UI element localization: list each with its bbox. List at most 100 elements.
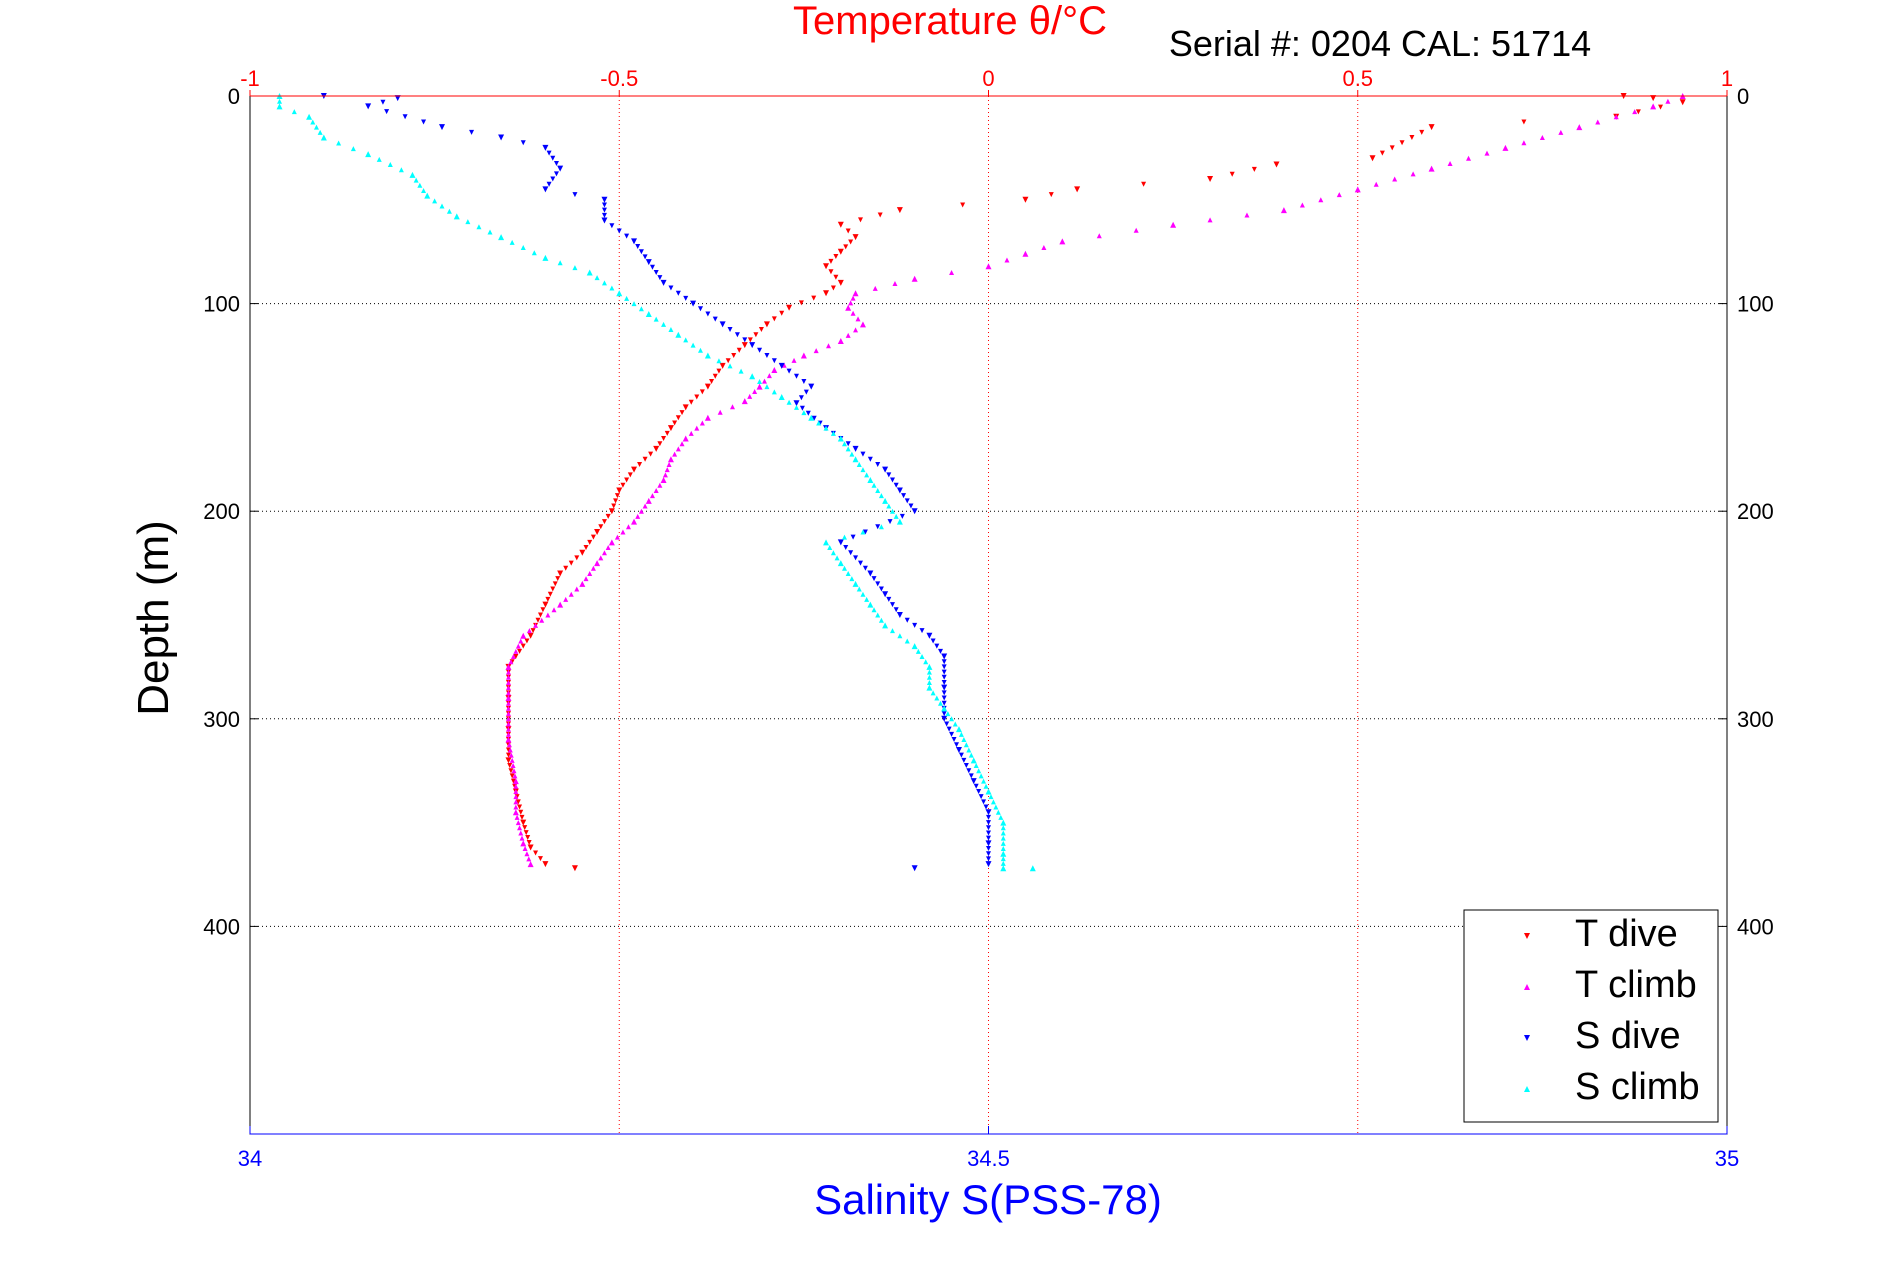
data-point: [513, 804, 519, 810]
data-point: [682, 404, 689, 411]
data-point: [550, 176, 556, 182]
data-point: [653, 487, 659, 493]
data-point: [675, 415, 681, 421]
data-point: [601, 207, 607, 213]
data-point: [882, 497, 889, 504]
data-point: [764, 353, 770, 358]
data-point: [961, 757, 967, 763]
data-point: [310, 119, 316, 125]
data-point: [527, 861, 534, 868]
data-point: [1419, 129, 1425, 135]
data-point: [941, 695, 947, 701]
data-point: [941, 674, 947, 680]
data-point: [542, 601, 549, 608]
data-point: [1022, 250, 1029, 257]
data-point: [993, 804, 999, 810]
data-point: [574, 586, 580, 592]
legend-label: S climb: [1575, 1066, 1700, 1108]
data-point: [574, 555, 580, 561]
data-point: [276, 103, 283, 110]
data-point: [690, 342, 696, 348]
data-point: [1000, 850, 1007, 857]
data-point: [786, 304, 793, 311]
data-point: [986, 851, 991, 857]
data-point: [542, 861, 549, 868]
data-point: [505, 695, 512, 702]
data-point: [653, 445, 660, 452]
data-point: [862, 529, 868, 535]
data-point: [704, 352, 711, 359]
data-point: [857, 560, 863, 566]
data-point: [837, 248, 844, 255]
data-point: [505, 690, 511, 696]
data-point: [510, 763, 516, 769]
data-point: [545, 596, 551, 602]
data-point: [688, 399, 694, 405]
data-point: [542, 254, 549, 261]
data-point: [642, 456, 648, 462]
data-point: [605, 513, 611, 519]
data-point: [523, 830, 529, 836]
data-point: [317, 129, 323, 135]
data-point: [843, 244, 849, 250]
data-point: [727, 327, 733, 333]
data-point: [963, 742, 969, 748]
temp-tick-label: -0.5: [600, 66, 638, 91]
data-point: [841, 441, 847, 447]
data-point: [930, 638, 936, 644]
data-point: [926, 632, 933, 639]
data-point: [926, 679, 932, 685]
data-point: [511, 768, 517, 774]
data-point: [882, 466, 889, 473]
data-point: [526, 840, 532, 846]
data-point: [771, 316, 777, 322]
data-point: [857, 217, 863, 223]
data-point: [515, 643, 521, 649]
data-point: [919, 628, 925, 634]
data-point: [725, 358, 731, 364]
data-point: [705, 311, 711, 317]
data-point: [786, 368, 792, 374]
data-point: [741, 398, 748, 405]
data-point: [1409, 135, 1415, 141]
data-point: [594, 560, 601, 567]
data-point: [1280, 207, 1287, 214]
data-point: [778, 362, 785, 369]
data-point: [446, 208, 452, 214]
data-point: [505, 700, 511, 706]
data-point: [852, 580, 859, 587]
x-axis-label: Salinity S(PSS-78): [814, 1176, 1162, 1223]
data-point: [986, 835, 991, 841]
data-point: [813, 348, 819, 354]
data-point: [522, 846, 528, 852]
data-point: [955, 746, 962, 753]
data-point: [716, 358, 722, 364]
data-point: [512, 773, 518, 779]
data-point: [968, 773, 974, 779]
data-point: [856, 461, 862, 467]
data-point: [871, 482, 877, 488]
data-point: [793, 404, 799, 410]
data-point: [505, 716, 511, 722]
data-point: [808, 414, 815, 421]
data-point: [512, 809, 519, 816]
data-point: [666, 461, 672, 467]
data-point: [662, 472, 668, 478]
data-point: [526, 628, 532, 634]
data-point: [1428, 165, 1435, 172]
data-point: [1244, 212, 1250, 218]
data-point: [1389, 145, 1395, 151]
legend-label: T climb: [1575, 964, 1697, 1006]
data-point: [841, 534, 847, 540]
data-point: [513, 648, 519, 654]
data-point: [598, 524, 604, 530]
data-point: [845, 332, 851, 338]
data-point: [961, 737, 967, 743]
data-point: [631, 466, 638, 473]
legend-item: S dive: [1524, 1015, 1681, 1057]
data-point: [668, 327, 674, 333]
data-point: [937, 700, 943, 706]
data-point: [1074, 186, 1081, 193]
data-point: [850, 310, 856, 316]
